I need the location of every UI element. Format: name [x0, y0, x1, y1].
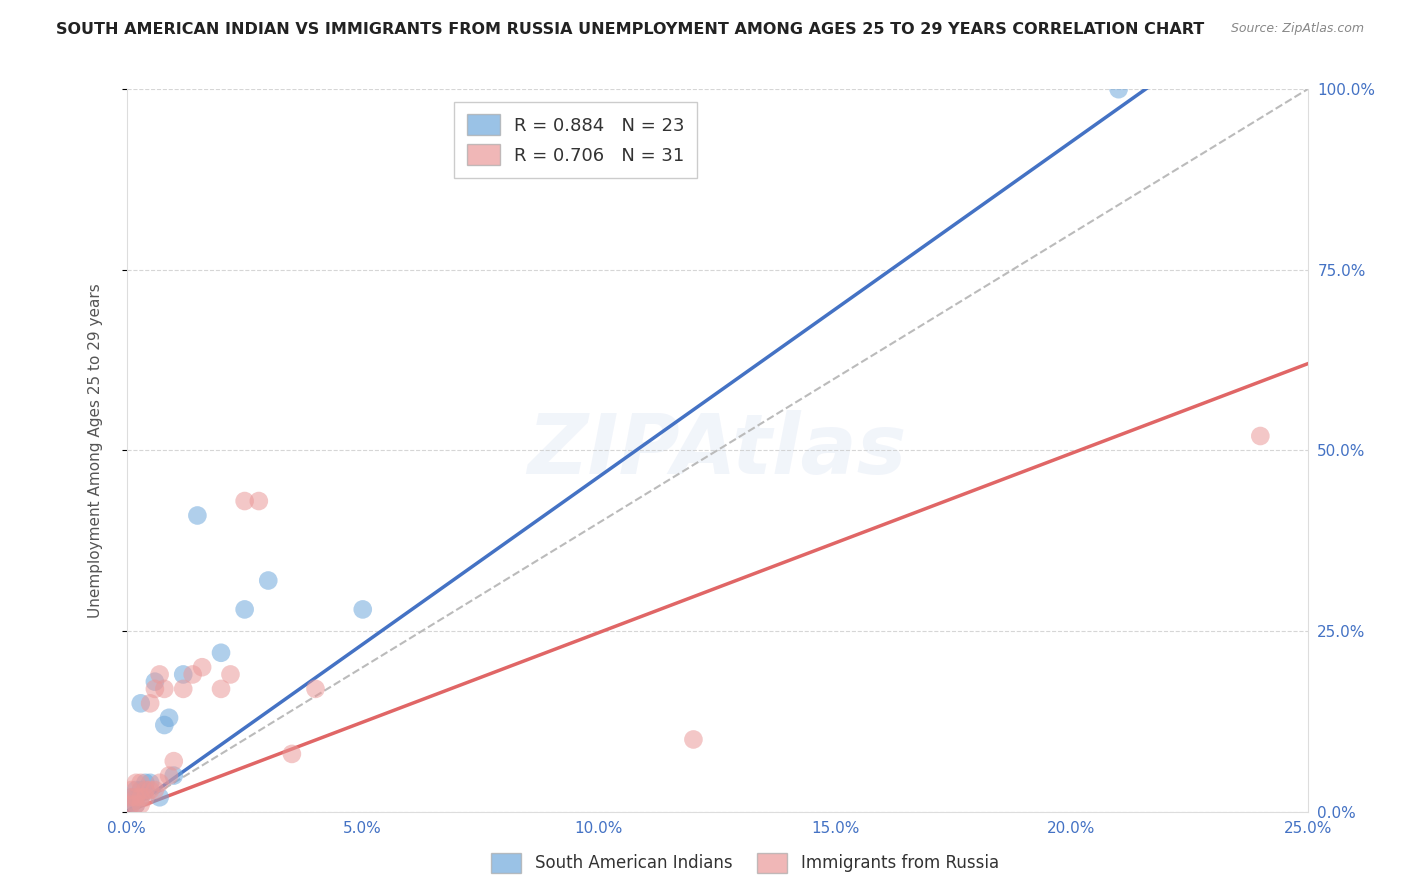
- Point: [120, 790, 142, 805]
- Point: [163, 769, 186, 783]
- Point: [1108, 82, 1130, 96]
- Point: [139, 783, 162, 797]
- Y-axis label: Unemployment Among Ages 25 to 29 years: Unemployment Among Ages 25 to 29 years: [89, 283, 103, 618]
- Point: [1249, 429, 1271, 443]
- Point: [149, 790, 172, 805]
- Point: [149, 776, 172, 790]
- Point: [129, 696, 152, 710]
- Point: [129, 776, 152, 790]
- Point: [125, 797, 148, 812]
- Point: [125, 790, 148, 805]
- Point: [120, 783, 142, 797]
- Point: [134, 783, 156, 797]
- Point: [163, 754, 186, 768]
- Point: [209, 646, 232, 660]
- Point: [134, 783, 156, 797]
- Point: [139, 696, 162, 710]
- Legend: South American Indians, Immigrants from Russia: South American Indians, Immigrants from …: [485, 847, 1005, 880]
- Point: [125, 783, 148, 797]
- Point: [191, 660, 214, 674]
- Point: [120, 790, 142, 805]
- Point: [125, 790, 148, 805]
- Point: [129, 783, 152, 797]
- Text: SOUTH AMERICAN INDIAN VS IMMIGRANTS FROM RUSSIA UNEMPLOYMENT AMONG AGES 25 TO 29: SOUTH AMERICAN INDIAN VS IMMIGRANTS FROM…: [56, 22, 1205, 37]
- Point: [143, 783, 166, 797]
- Point: [304, 681, 326, 696]
- Point: [352, 602, 374, 616]
- Point: [172, 667, 194, 681]
- Point: [682, 732, 704, 747]
- Point: [233, 494, 256, 508]
- Text: Source: ZipAtlas.com: Source: ZipAtlas.com: [1230, 22, 1364, 36]
- Point: [120, 797, 142, 812]
- Point: [186, 508, 208, 523]
- Point: [134, 776, 156, 790]
- Point: [172, 681, 194, 696]
- Point: [281, 747, 304, 761]
- Text: ZIPAtlas: ZIPAtlas: [527, 410, 907, 491]
- Point: [120, 797, 142, 812]
- Legend: R = 0.884   N = 23, R = 0.706   N = 31: R = 0.884 N = 23, R = 0.706 N = 31: [454, 102, 697, 178]
- Point: [153, 718, 176, 732]
- Point: [129, 797, 152, 812]
- Point: [181, 667, 204, 681]
- Point: [157, 769, 180, 783]
- Point: [153, 681, 176, 696]
- Point: [143, 681, 166, 696]
- Point: [219, 667, 242, 681]
- Point: [257, 574, 280, 588]
- Point: [129, 790, 152, 805]
- Point: [157, 711, 180, 725]
- Point: [139, 776, 162, 790]
- Point: [143, 674, 166, 689]
- Point: [209, 681, 232, 696]
- Point: [233, 602, 256, 616]
- Point: [125, 797, 148, 812]
- Point: [125, 776, 148, 790]
- Point: [149, 667, 172, 681]
- Point: [134, 790, 156, 805]
- Point: [247, 494, 270, 508]
- Point: [129, 790, 152, 805]
